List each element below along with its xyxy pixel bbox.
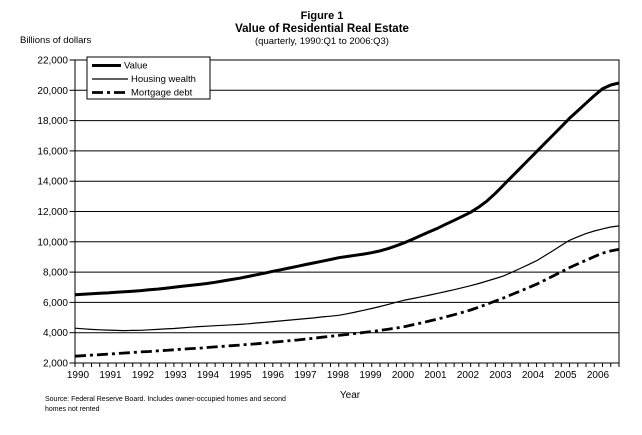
x-tick-label: 1993 bbox=[164, 370, 187, 381]
x-tick-label: 1992 bbox=[132, 370, 155, 381]
figure-title: Value of Residential Real Estate bbox=[235, 23, 409, 35]
y-tick-label: 8,000 bbox=[43, 268, 68, 279]
x-tick-label: 2002 bbox=[457, 370, 480, 381]
source-note-line2: homes not rented bbox=[45, 406, 100, 413]
x-tick-label: 1996 bbox=[262, 370, 285, 381]
y-tick-label: 12,000 bbox=[37, 207, 68, 218]
legend-label-housing-wealth: Housing wealth bbox=[131, 74, 196, 85]
y-tick-label: 20,000 bbox=[37, 86, 68, 97]
series-line-value bbox=[74, 81, 620, 297]
x-tick-label: 1995 bbox=[229, 370, 252, 381]
legend-label-value: Value bbox=[124, 61, 148, 72]
source-note-line1: Source: Federal Reserve Board. Includes … bbox=[45, 396, 286, 403]
x-axis-title: Year bbox=[339, 390, 361, 401]
x-tick-label: 1990 bbox=[67, 370, 90, 381]
x-tick-label: 2003 bbox=[489, 370, 512, 381]
y-tick-label: 14,000 bbox=[37, 177, 68, 188]
x-tick-label: 2004 bbox=[522, 370, 545, 381]
series-line-mortgage-debt bbox=[74, 248, 620, 358]
x-tick-label: 2000 bbox=[392, 370, 415, 381]
series-line-housing-wealth bbox=[74, 225, 620, 332]
y-tick-label: 6,000 bbox=[43, 298, 68, 309]
source-note: Source: Federal Reserve Board. Includes … bbox=[45, 395, 286, 415]
x-tick-label: 1994 bbox=[197, 370, 220, 381]
x-tick-label: 2006 bbox=[587, 370, 610, 381]
x-tick-label: 1997 bbox=[294, 370, 317, 381]
x-tick-label: 1998 bbox=[327, 370, 350, 381]
legend-label-mortgage-debt: Mortgage debt bbox=[131, 88, 193, 99]
y-axis-unit-label: Billions of dollars bbox=[20, 35, 92, 46]
y-tick-label: 2,000 bbox=[43, 359, 68, 370]
figure-number: Figure 1 bbox=[300, 10, 344, 22]
x-tick-label: 1991 bbox=[99, 370, 122, 381]
x-tick-label: 2001 bbox=[424, 370, 447, 381]
figure-subtitle: (quarterly, 1990:Q1 to 2006:Q3) bbox=[255, 36, 389, 47]
y-tick-label: 10,000 bbox=[37, 237, 68, 248]
x-tick-label: 1999 bbox=[359, 370, 382, 381]
x-tick-label: 2005 bbox=[554, 370, 577, 381]
y-tick-label: 16,000 bbox=[37, 146, 68, 157]
y-tick-label: 4,000 bbox=[43, 328, 68, 339]
y-tick-label: 22,000 bbox=[37, 56, 68, 67]
y-tick-label: 18,000 bbox=[37, 116, 68, 127]
